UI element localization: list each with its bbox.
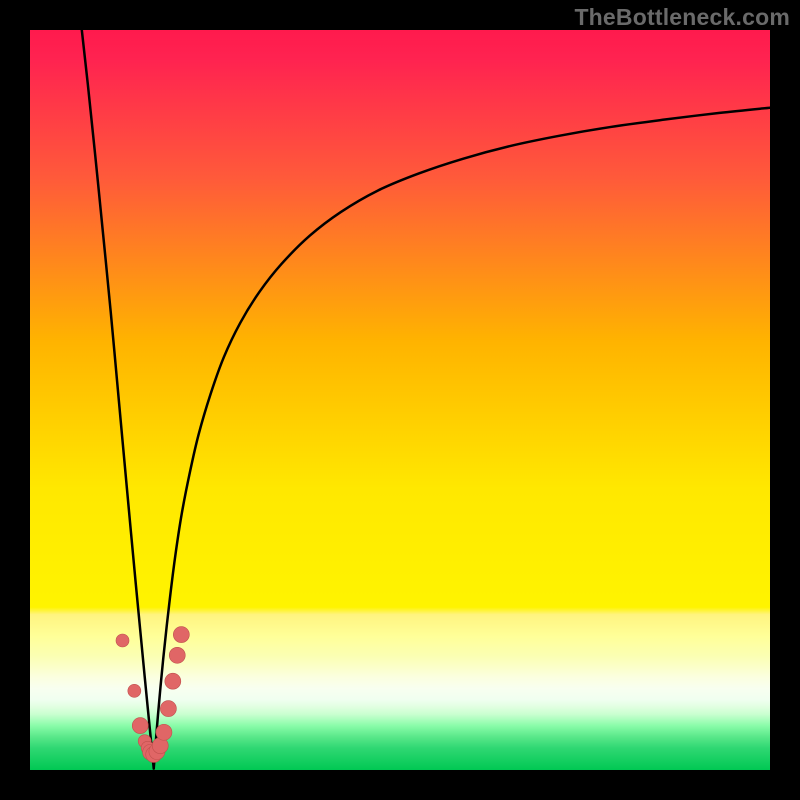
bottleneck-chart [0,0,800,800]
marker-point [169,647,185,663]
chart-container: TheBottleneck.com [0,0,800,800]
frame-segment [0,770,800,800]
marker-point [128,684,141,697]
marker-point [173,627,189,643]
frame-segment [770,30,800,770]
marker-point [116,634,129,647]
frame-segment [0,30,30,770]
marker-point [156,724,172,740]
watermark-label: TheBottleneck.com [574,4,790,31]
gradient-background [30,30,770,770]
marker-point [160,701,176,717]
marker-point [165,673,181,689]
marker-point [132,718,148,734]
